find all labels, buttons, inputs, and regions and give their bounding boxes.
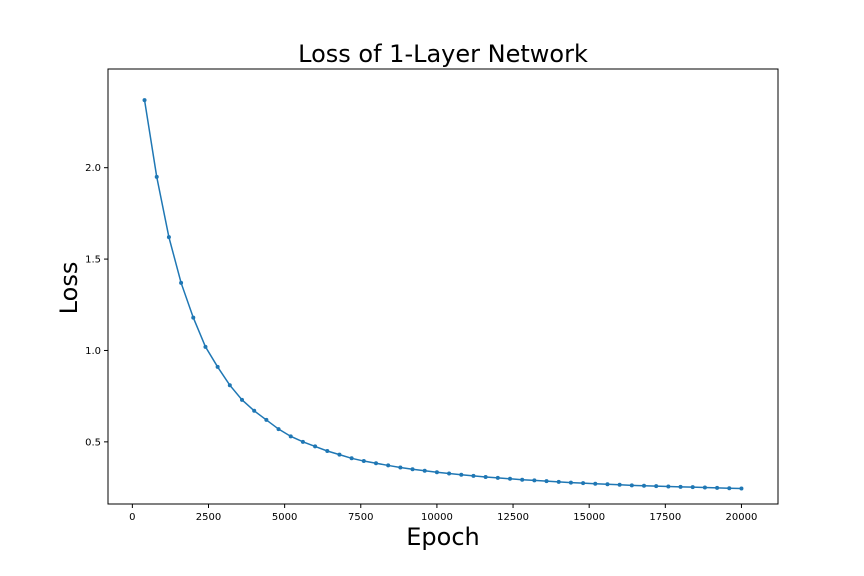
data-point <box>374 461 378 466</box>
data-point <box>702 485 707 490</box>
data-point <box>179 280 184 285</box>
data-point <box>203 344 208 349</box>
data-point <box>191 315 196 320</box>
data-point <box>422 468 427 473</box>
data-point <box>227 383 232 388</box>
x-axis-ticks: 0 2500 5000 7500 10000 12500 15000 17500 20000 <box>129 504 757 523</box>
data-point <box>264 417 269 422</box>
x-tick-label: 12500 <box>497 512 529 523</box>
data-point <box>642 483 646 488</box>
y-tick-label: 1.5 <box>85 255 101 266</box>
data-point <box>471 473 476 478</box>
data-point <box>690 485 695 490</box>
x-tick-label: 15000 <box>573 512 605 523</box>
data-point <box>617 482 622 487</box>
data-point <box>495 475 500 480</box>
data-point <box>386 463 391 468</box>
x-tick-label: 5000 <box>272 512 297 523</box>
data-point <box>325 448 330 453</box>
data-point <box>154 174 159 179</box>
plot-area: 0 2500 5000 7500 10000 12500 15000 17500 20000 0… <box>85 68 779 523</box>
y-tick-label: 0.5 <box>85 437 101 448</box>
data-point <box>715 485 720 490</box>
data-point <box>215 364 220 369</box>
data-point <box>276 427 281 432</box>
plot-frame <box>107 68 779 505</box>
x-tick-label: 2500 <box>196 512 221 523</box>
data-point <box>434 470 439 475</box>
x-tick-label: 17500 <box>649 512 681 523</box>
x-axis-label: Epoch <box>406 523 480 551</box>
data-point <box>398 465 403 470</box>
data-point <box>544 479 549 484</box>
x-tick-label: 10000 <box>421 512 453 523</box>
data-point <box>666 484 671 489</box>
data-point <box>459 472 464 477</box>
data-point <box>142 98 147 103</box>
data-point <box>288 434 293 439</box>
data-point <box>166 235 171 240</box>
x-tick-label: 7500 <box>348 512 373 523</box>
data-point <box>605 482 610 487</box>
data-point <box>313 444 318 449</box>
data-point <box>727 486 732 491</box>
data-point <box>410 467 415 472</box>
series-layer <box>142 98 744 491</box>
data-point <box>361 459 366 464</box>
y-tick-label: 1.0 <box>85 346 101 357</box>
chart-title: Loss of 1-Layer Network <box>298 40 588 68</box>
data-point <box>568 480 573 485</box>
data-point <box>349 456 354 461</box>
data-point <box>678 484 683 489</box>
data-point <box>532 478 537 483</box>
y-axis-ticks: 0.5 1.0 1.5 2.0 <box>85 163 108 448</box>
data-point <box>240 397 244 402</box>
data-point <box>520 477 525 482</box>
data-point <box>629 483 634 488</box>
data-point <box>483 474 488 479</box>
x-tick-label: 20000 <box>726 512 758 523</box>
data-point <box>581 481 586 486</box>
data-point <box>556 479 561 484</box>
data-point <box>447 471 452 476</box>
data-point <box>739 486 744 491</box>
y-tick-label: 2.0 <box>85 163 101 174</box>
data-point <box>337 452 342 457</box>
data-point <box>508 476 512 481</box>
data-point <box>654 484 659 489</box>
data-point <box>300 439 305 444</box>
y-axis-label: Loss <box>55 262 83 315</box>
data-point <box>593 481 598 486</box>
x-tick-label: 0 <box>129 512 135 523</box>
data-point <box>252 408 257 413</box>
series-line <box>143 99 742 490</box>
